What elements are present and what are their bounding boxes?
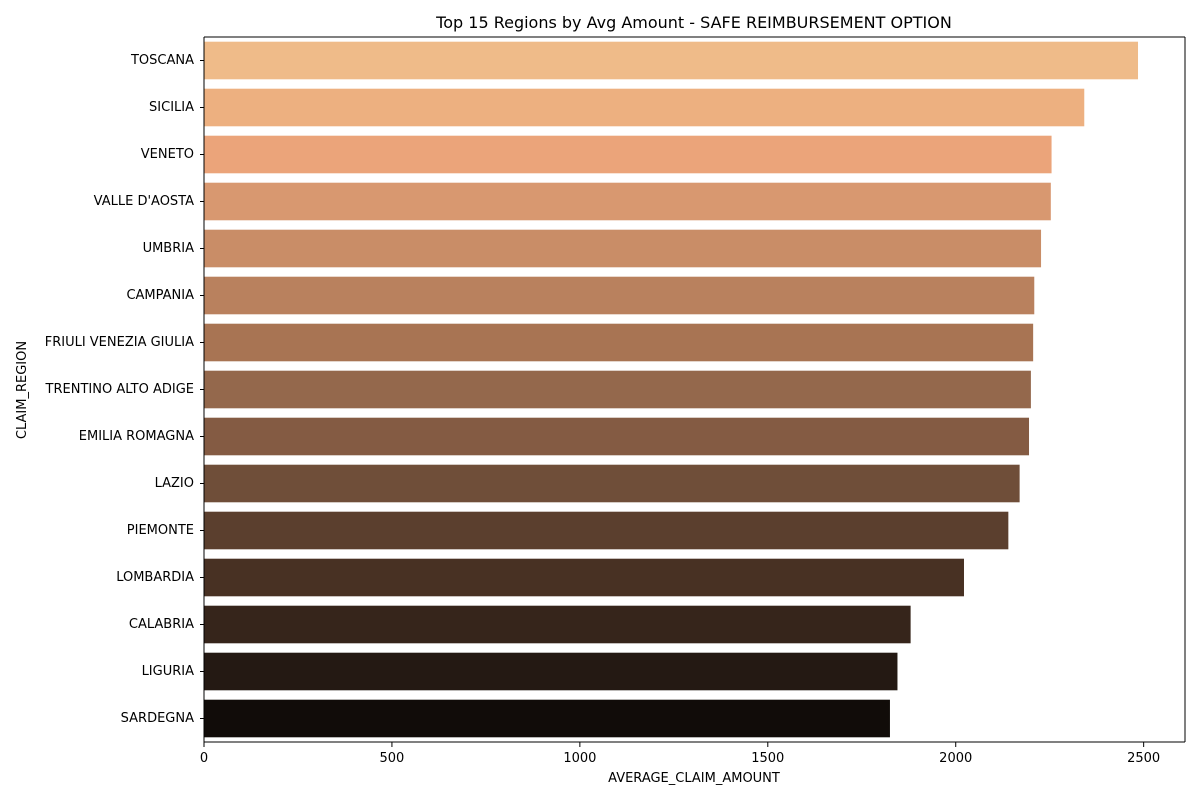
y-axis-ticks: TOSCANA SICILIA VENETO VALLE D'AOSTA UMBRIA C… <box>45 53 204 726</box>
chart-title: Top 15 Regions by Avg Amount - SAFE REIM… <box>435 13 952 32</box>
y-tick-label: CALABRIA <box>129 617 194 632</box>
bar-sicilia <box>204 88 1085 127</box>
x-tick-label: 0 <box>200 751 208 766</box>
y-tick-label: TRENTINO ALTO ADIGE <box>45 382 194 397</box>
bar-valle-d-aosta <box>204 182 1051 221</box>
x-tick-label: 1000 <box>563 751 596 766</box>
y-tick-label: LAZIO <box>155 476 194 491</box>
y-tick-label: FRIULI VENEZIA GIULIA <box>45 335 194 350</box>
bar-liguria <box>204 652 898 691</box>
y-tick-label: VENETO <box>141 147 194 162</box>
bar-umbria <box>204 229 1042 268</box>
y-axis-label: CLAIM_REGION <box>15 341 30 439</box>
bar-campania <box>204 276 1035 315</box>
bar-trentino-alto-adige <box>204 370 1031 409</box>
bar-sardegna <box>204 699 890 738</box>
bar-piemonte <box>204 511 1009 550</box>
bar-calabria <box>204 605 911 644</box>
bar-toscana <box>204 41 1139 80</box>
bars-layer <box>204 41 1139 738</box>
y-tick-label: EMILIA ROMAGNA <box>79 429 194 444</box>
x-axis-ticks: 0 500 1000 1500 2000 2500 <box>200 742 1160 766</box>
y-tick-label: SICILIA <box>149 100 194 115</box>
bar-emilia-romagna <box>204 417 1030 456</box>
y-tick-label: VALLE D'AOSTA <box>94 194 194 209</box>
y-tick-label: SARDEGNA <box>121 711 194 726</box>
bar-lombardia <box>204 558 964 597</box>
y-tick-label: UMBRIA <box>143 241 195 256</box>
y-tick-label: CAMPANIA <box>126 288 194 303</box>
bar-friuli-venezia-giulia <box>204 323 1034 362</box>
x-tick-label: 2500 <box>1127 751 1160 766</box>
x-tick-label: 1500 <box>751 751 784 766</box>
y-tick-label: TOSCANA <box>130 53 194 68</box>
y-tick-label: LOMBARDIA <box>116 570 194 585</box>
y-tick-label: LIGURIA <box>142 664 195 679</box>
y-tick-label: PIEMONTE <box>127 523 194 538</box>
bar-lazio <box>204 464 1020 503</box>
x-axis-label: AVERAGE_CLAIM_AMOUNT <box>608 771 780 786</box>
x-tick-label: 500 <box>380 751 405 766</box>
bar-veneto <box>204 135 1052 174</box>
x-tick-label: 2000 <box>939 751 972 766</box>
